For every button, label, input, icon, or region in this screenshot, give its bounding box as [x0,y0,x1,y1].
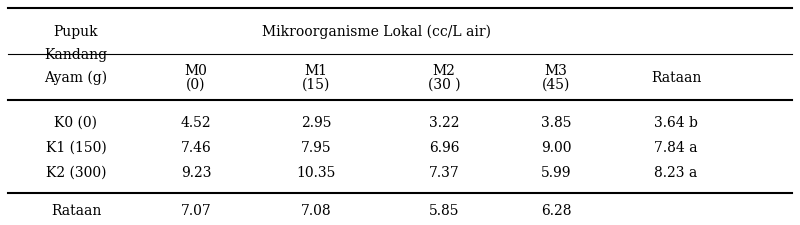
Text: 7.84 a: 7.84 a [654,140,698,154]
Text: K2 (300): K2 (300) [46,165,106,179]
Text: Rataan: Rataan [651,71,701,85]
Text: (0): (0) [186,77,206,91]
Text: M1: M1 [305,64,327,78]
Text: 6.96: 6.96 [429,140,459,154]
Text: 6.28: 6.28 [541,203,571,217]
Text: K1 (150): K1 (150) [46,140,106,154]
Text: 3.85: 3.85 [541,116,571,130]
Text: 7.07: 7.07 [181,203,211,217]
Text: M3: M3 [545,64,567,78]
Text: 5.99: 5.99 [541,165,571,179]
Text: 9.23: 9.23 [181,165,211,179]
Text: 7.08: 7.08 [301,203,331,217]
Text: (45): (45) [542,77,570,91]
Text: 7.95: 7.95 [301,140,331,154]
Text: 7.37: 7.37 [429,165,459,179]
Text: Rataan: Rataan [51,203,101,217]
Text: 5.85: 5.85 [429,203,459,217]
Text: 3.64 b: 3.64 b [654,116,698,130]
Text: 7.46: 7.46 [181,140,211,154]
Text: Kandang: Kandang [45,48,107,61]
Text: 4.52: 4.52 [181,116,211,130]
Text: 8.23 a: 8.23 a [654,165,698,179]
Text: K0 (0): K0 (0) [54,116,98,130]
Text: M2: M2 [433,64,455,78]
Text: (30 ): (30 ) [428,77,460,91]
Text: 9.00: 9.00 [541,140,571,154]
Text: Mikroorganisme Lokal (cc/L air): Mikroorganisme Lokal (cc/L air) [262,25,490,39]
Text: 2.95: 2.95 [301,116,331,130]
Text: Ayam (g): Ayam (g) [45,70,107,85]
Text: Pupuk: Pupuk [54,25,98,39]
Text: (15): (15) [302,77,330,91]
Text: 10.35: 10.35 [296,165,336,179]
Text: M0: M0 [185,64,207,78]
Text: 3.22: 3.22 [429,116,459,130]
